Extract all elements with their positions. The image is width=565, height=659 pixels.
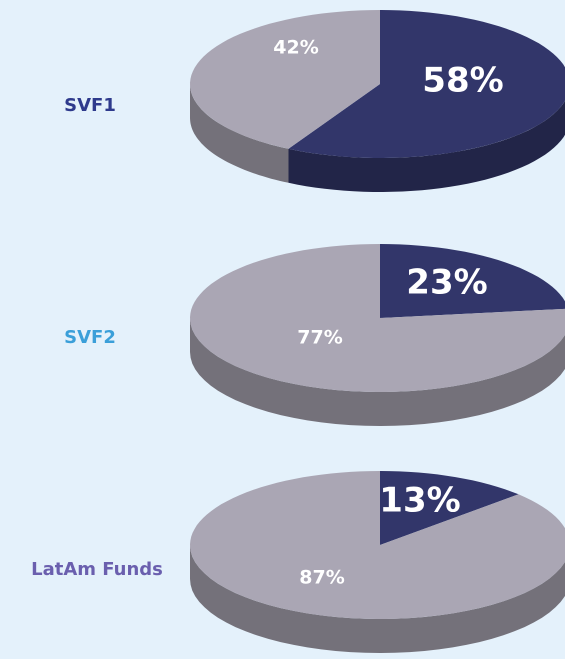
- slice-side: [190, 84, 289, 183]
- slice: [190, 471, 565, 619]
- value-label: 87%: [299, 567, 344, 589]
- slice-side: [288, 100, 565, 192]
- slice-side: [190, 318, 565, 426]
- slice: [380, 471, 519, 545]
- slice: [380, 244, 565, 318]
- slice: [190, 10, 380, 149]
- pie-title: LatAm Funds: [31, 559, 163, 580]
- slice-side: [190, 545, 565, 653]
- value-label: 42%: [273, 37, 318, 59]
- value-label: 13%: [379, 481, 460, 521]
- slice: [288, 10, 565, 158]
- slice: [190, 244, 565, 392]
- value-label: 23%: [406, 263, 487, 303]
- value-label: 77%: [297, 327, 342, 349]
- value-label: 58%: [422, 61, 503, 101]
- pie-title: SVF2: [64, 327, 116, 348]
- pie-title: SVF1: [64, 95, 116, 116]
